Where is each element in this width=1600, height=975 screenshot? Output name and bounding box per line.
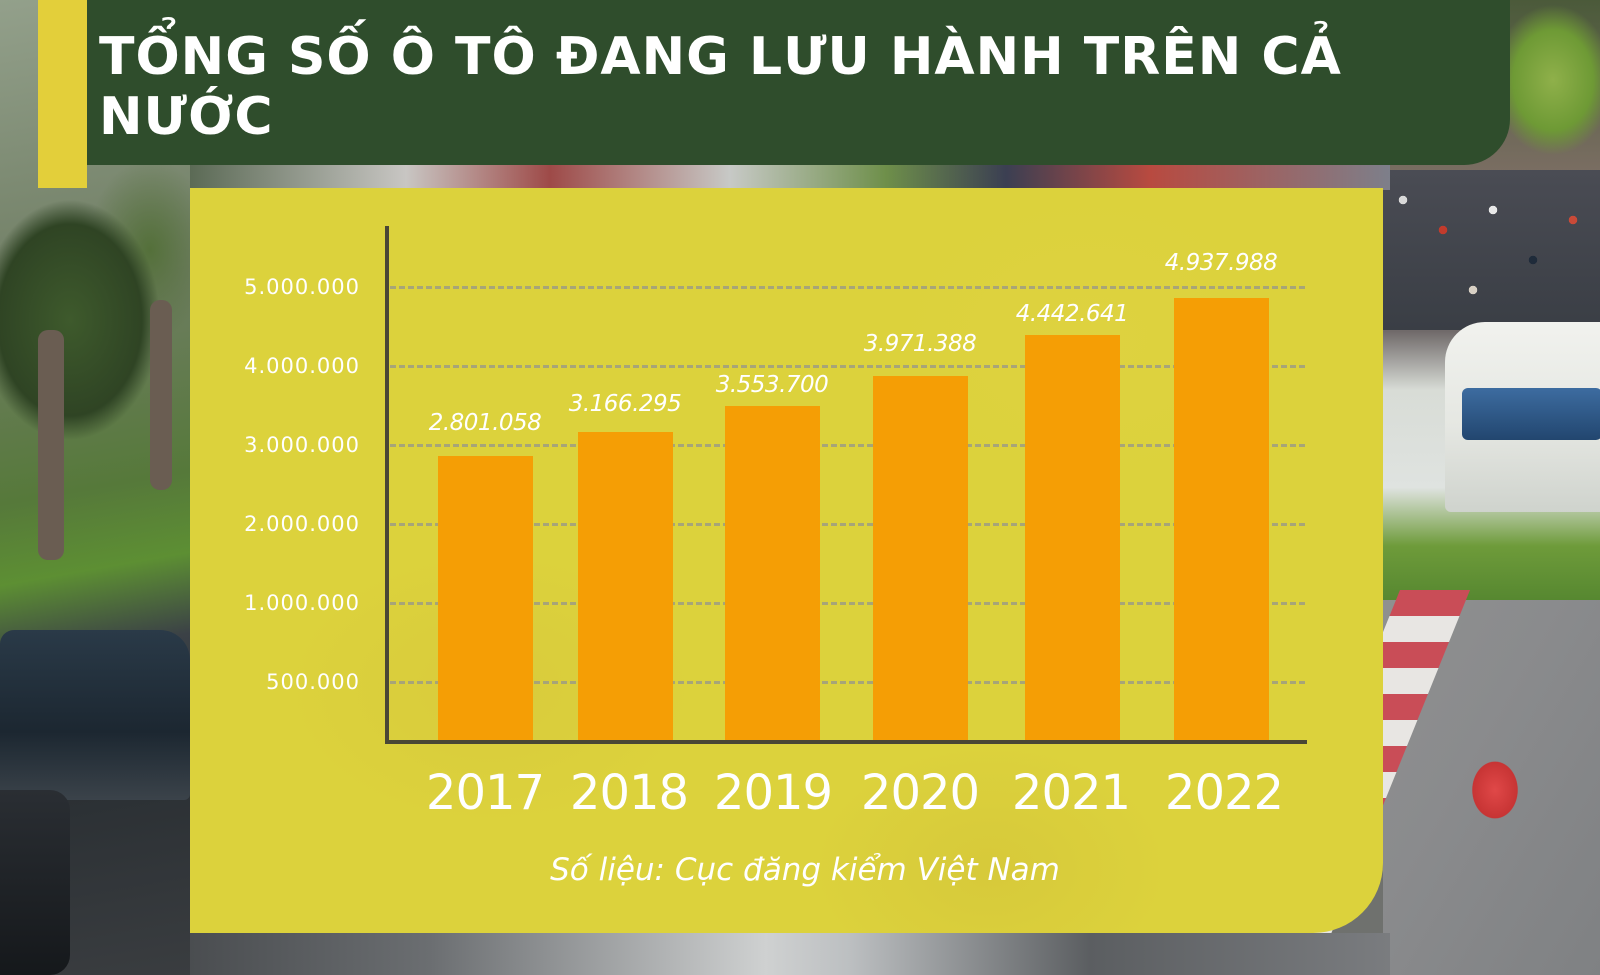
page-title: TỔNG SỐ Ô TÔ ĐANG LƯU HÀNH TRÊN CẢ NƯỚC xyxy=(99,26,1342,147)
gridline-1000000 xyxy=(390,602,1305,605)
y-tick-label: 5.000.000 xyxy=(244,275,360,299)
bar-2018 xyxy=(578,432,673,741)
gridline-2000000 xyxy=(390,523,1305,526)
y-tick-label: 2.000.000 xyxy=(244,512,360,536)
x-tick-label: 2021 xyxy=(1011,765,1131,821)
motorbike-crowd xyxy=(1383,170,1600,330)
source-note: Số liệu: Cục đăng kiểm Việt Nam xyxy=(550,852,1060,888)
accent-bar xyxy=(38,0,87,188)
car-image xyxy=(0,790,70,975)
y-tick-label: 1.000.000 xyxy=(244,591,360,615)
bus-window xyxy=(1462,388,1600,440)
x-tick-label: 2017 xyxy=(425,765,545,821)
y-tick-label: 4.000.000 xyxy=(244,354,360,378)
title-banner: TỔNG SỐ Ô TÔ ĐANG LƯU HÀNH TRÊN CẢ NƯỚC xyxy=(87,0,1510,165)
car-image xyxy=(0,630,190,800)
x-tick-label: 2020 xyxy=(860,765,980,821)
x-axis xyxy=(385,740,1307,744)
traffic-strip xyxy=(190,160,1390,190)
bar-2017 xyxy=(438,456,533,741)
gridline-5000000 xyxy=(390,286,1305,289)
tree-trunk xyxy=(150,300,172,490)
motorbike-rider xyxy=(1460,720,1530,840)
y-tick-label: 3.000.000 xyxy=(244,433,360,457)
gridline-4000000 xyxy=(390,365,1305,368)
bar-2022 xyxy=(1174,298,1269,741)
gridline-3000000 xyxy=(390,444,1305,447)
bar-value-label: 3.971.388 xyxy=(863,331,977,357)
bar-value-label: 4.937.988 xyxy=(1164,250,1278,276)
y-tick-label: 500.000 xyxy=(266,670,360,694)
bar-value-label: 2.801.058 xyxy=(428,410,542,436)
gridline-500000 xyxy=(390,681,1305,684)
bar-2019 xyxy=(725,406,820,741)
x-tick-label: 2018 xyxy=(569,765,689,821)
bar-2021 xyxy=(1025,335,1120,741)
bar-2020 xyxy=(873,376,968,741)
x-tick-label: 2019 xyxy=(713,765,833,821)
x-tick-label: 2022 xyxy=(1164,765,1284,821)
y-axis xyxy=(385,226,389,744)
bar-value-label: 3.166.295 xyxy=(568,391,682,417)
bar-value-label: 3.553.700 xyxy=(715,372,829,398)
bar-value-label: 4.442.641 xyxy=(1015,301,1129,327)
traffic-strip-bottom xyxy=(190,933,1390,975)
tree-trunk xyxy=(38,330,64,560)
